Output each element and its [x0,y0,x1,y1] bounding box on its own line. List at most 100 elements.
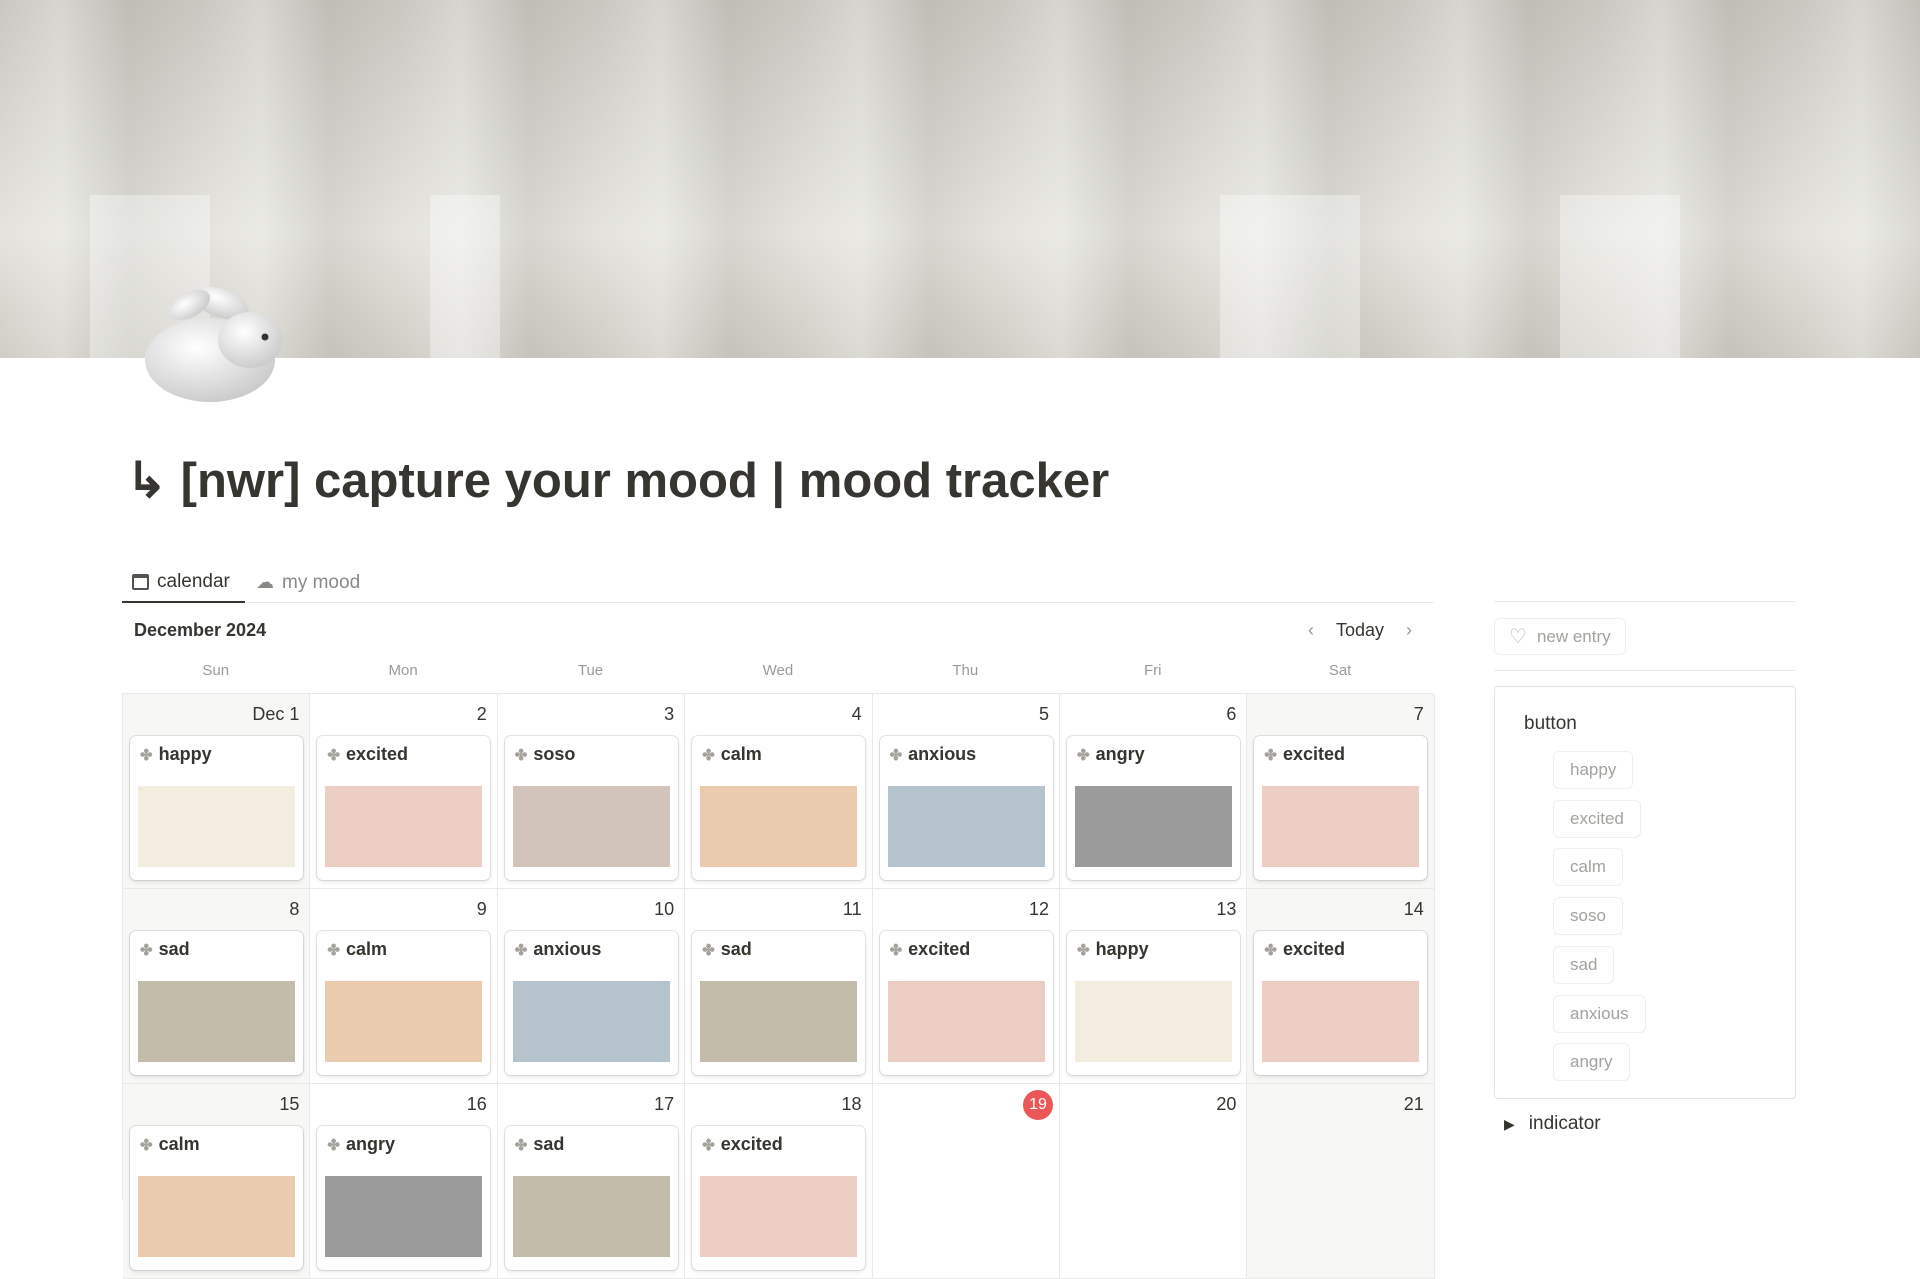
bunny-page-icon[interactable] [135,275,295,410]
calendar-day-cell[interactable]: 2 ✤ excited [310,694,498,889]
calendar-day-cell[interactable]: Dec 1 ✤ happy [123,694,311,889]
mood-entry-card[interactable]: ✤ angry [1067,736,1240,880]
day-number: 16 [466,1094,487,1114]
day-number: 3 [664,704,675,724]
mood-color-swatch [1075,786,1232,867]
mood-entry-card[interactable]: ✤ sad [692,931,866,1075]
calendar-day-cell[interactable]: 11 ✤ sad [685,889,873,1084]
day-number: 15 [279,1094,300,1114]
entry-title: ✤ angry [1077,744,1145,765]
mood-entry-card[interactable]: ✤ soso [504,736,678,880]
entry-title: ✤ excited [702,1134,783,1155]
mood-color-swatch [1262,981,1420,1062]
mood-button-angry[interactable]: angry [1553,1043,1630,1082]
calendar-day-cell[interactable]: 13 ✤ happy [1060,889,1248,1084]
mood-entry-card[interactable]: ✤ excited [1254,931,1428,1075]
clover-icon: ✤ [1264,746,1277,764]
divider [1494,670,1796,671]
mood-button-happy[interactable]: happy [1553,751,1634,789]
cloud-icon: ☁ [256,572,274,592]
mood-color-swatch [512,786,670,867]
mood-entry-card[interactable]: ✤ calm [317,931,491,1075]
mood-entry-card[interactable]: ✤ anxious [504,931,678,1075]
calendar-day-cell[interactable]: 12 ✤ excited [872,889,1060,1084]
mood-entry-card[interactable]: ✤ happy [1067,931,1240,1075]
mood-entry-card[interactable]: ✤ calm [692,736,866,880]
mood-button-soso[interactable]: soso [1553,897,1623,936]
day-number: 8 [289,899,300,919]
calendar-day-cell[interactable]: 4 ✤ calm [685,694,873,889]
mood-label: sad [720,939,752,959]
mood-entry-card[interactable]: ✤ happy [130,736,303,880]
indicator-toggle[interactable]: ▶ indicator [1504,1113,1601,1135]
tab-my-mood[interactable]: ☁ my mood [246,562,370,603]
mood-entry-card[interactable]: ✤ excited [317,736,491,880]
calendar-icon [132,573,149,590]
tab-calendar[interactable]: calendar [122,562,245,603]
calendar-day-cell[interactable]: 8 ✤ sad [123,889,311,1084]
mood-color-swatch [512,981,670,1062]
weekday-header: Sat [1328,662,1352,679]
mood-entry-card[interactable]: ✤ anxious [879,736,1053,880]
calendar-day-cell[interactable]: 15 ✤ calm [123,1084,311,1279]
entry-title: ✤ sad [515,1134,565,1155]
calendar-day-cell[interactable]: 21 [1247,1084,1435,1279]
mood-entry-card[interactable]: ✤ angry [317,1126,491,1270]
new-entry-button[interactable]: ♡ new entry [1494,618,1626,655]
mood-entry-card[interactable]: ✤ calm [130,1126,303,1270]
mood-color-swatch [700,981,858,1062]
mood-label: happy [1095,939,1149,959]
mood-label: happy [158,744,212,764]
calendar-day-cell[interactable]: 19 [872,1084,1060,1279]
calendar-day-cell[interactable]: 5 ✤ anxious [872,694,1060,889]
weekday-header: Sun [202,662,230,679]
clover-icon: ✤ [702,941,715,959]
calendar-day-cell[interactable]: 6 ✤ angry [1060,694,1248,889]
mood-button-excited[interactable]: excited [1553,799,1641,838]
calendar-day-cell[interactable]: 3 ✤ soso [497,694,686,889]
mood-label: excited [345,744,409,764]
calendar-day-cell[interactable]: 9 ✤ calm [310,889,498,1084]
calendar-day-cell[interactable]: 18 ✤ excited [685,1084,873,1279]
day-number: 5 [1038,704,1049,724]
mood-label: soso [533,744,576,764]
indicator-label: indicator [1528,1113,1601,1134]
mood-color-swatch [512,1176,670,1257]
chevron-right-icon[interactable]: › [1406,620,1413,640]
mood-button-sad[interactable]: sad [1553,945,1615,984]
entry-title: ✤ happy [1077,939,1149,960]
entry-title: ✤ calm [140,1134,200,1155]
calendar-day-cell[interactable]: 16 ✤ angry [310,1084,498,1279]
mood-label: anxious [533,939,602,959]
calendar-day-cell[interactable]: 14 ✤ excited [1247,889,1435,1084]
mood-label: sad [533,1134,565,1154]
entry-title: ✤ anxious [890,744,977,765]
mood-entry-card[interactable]: ✤ sad [504,1126,678,1270]
day-number: 20 [1216,1094,1237,1114]
mood-color-swatch [138,981,295,1062]
clover-icon: ✤ [140,1136,153,1154]
mood-entry-card[interactable]: ✤ excited [692,1126,866,1270]
mood-entry-card[interactable]: ✤ excited [879,931,1053,1075]
new-entry-label: new entry [1536,626,1611,646]
mood-button-anxious[interactable]: anxious [1553,994,1646,1033]
day-number: 9 [476,899,487,919]
chevron-left-icon[interactable]: ‹ [1308,620,1314,640]
mood-entry-card[interactable]: ✤ sad [130,931,303,1075]
mood-label: excited [720,1134,783,1154]
calendar-day-cell[interactable]: 10 ✤ anxious [497,889,686,1084]
day-number: 12 [1028,899,1049,919]
mood-color-swatch [138,786,295,867]
clover-icon: ✤ [327,1136,340,1154]
mood-entry-card[interactable]: ✤ excited [1254,736,1428,880]
today-button[interactable]: Today [1336,620,1385,640]
calendar-day-cell[interactable]: 7 ✤ excited [1247,694,1435,889]
day-number: 10 [654,899,675,919]
divider [1494,601,1796,602]
calendar-day-cell[interactable]: 17 ✤ sad [497,1084,686,1279]
day-number: 14 [1403,899,1424,919]
entry-title: ✤ calm [702,744,762,765]
clover-icon: ✤ [327,941,340,959]
mood-button-calm[interactable]: calm [1553,848,1623,887]
calendar-day-cell[interactable]: 20 [1060,1084,1248,1279]
